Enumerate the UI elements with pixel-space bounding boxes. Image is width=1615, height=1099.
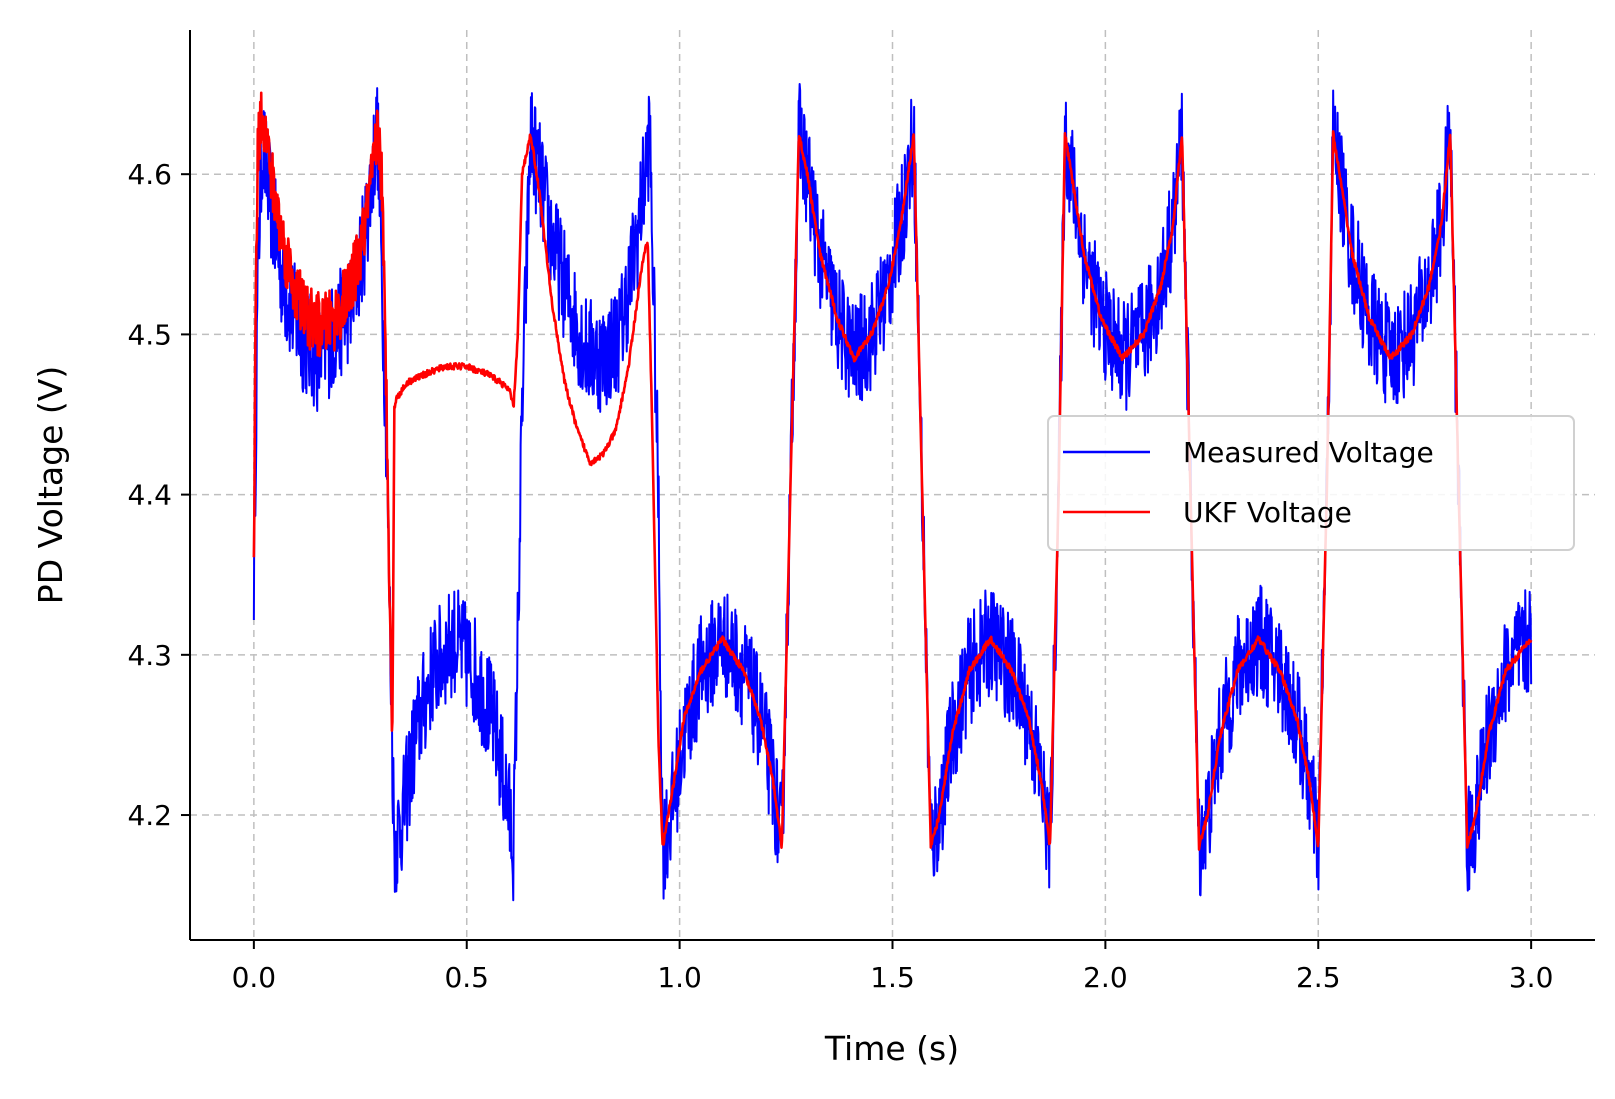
series-layer <box>252 82 1533 902</box>
y-axis-title: PD Voltage (V) <box>31 366 70 604</box>
series-line-ukf-voltage <box>252 91 1533 851</box>
x-tick-label: 0.0 <box>232 961 277 994</box>
legend-box <box>1047 415 1575 551</box>
x-axis-title: Time (s) <box>824 1029 959 1068</box>
x-tick-label: 3.0 <box>1509 961 1554 994</box>
x-tick-label: 2.5 <box>1296 961 1341 994</box>
y-tick-label: 4.4 <box>127 479 172 512</box>
ticks: 0.0 0.5 1.0 1.5 2.0 2.5 3.0 4.2 4.3 4.4 4.5 4.6 <box>127 158 1553 994</box>
x-tick-label: 1.0 <box>657 961 702 994</box>
y-tick-label: 4.6 <box>127 158 172 191</box>
y-tick-label: 4.2 <box>127 799 172 832</box>
series-line-measured-voltage <box>252 82 1533 902</box>
y-tick-label: 4.3 <box>127 639 172 672</box>
legend-label-ukf: UKF Voltage <box>1183 496 1352 529</box>
y-tick-label: 4.5 <box>127 318 172 351</box>
x-tick-label: 2.0 <box>1083 961 1128 994</box>
legend-label-measured: Measured Voltage <box>1183 436 1434 469</box>
x-tick-label: 1.5 <box>870 961 915 994</box>
x-tick-label: 0.5 <box>444 961 489 994</box>
legend: Measured Voltage UKF Voltage <box>1047 415 1575 551</box>
